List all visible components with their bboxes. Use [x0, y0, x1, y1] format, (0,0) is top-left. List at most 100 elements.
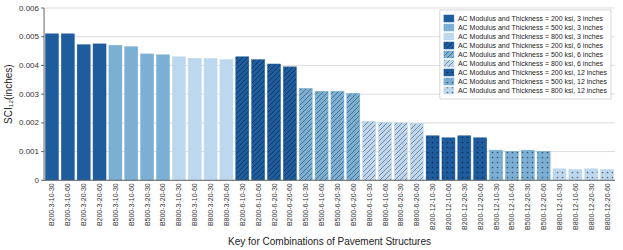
x-tick-label: B800-6-20-60	[413, 183, 420, 226]
x-tick-label: B200-6-10-30	[239, 183, 246, 226]
x-tick-label: B800-6-10-30	[366, 183, 373, 226]
bar	[204, 59, 217, 181]
x-tick-label: B200-12-10-60	[445, 183, 452, 230]
bar	[363, 121, 376, 180]
x-axis-line	[44, 180, 615, 181]
bar	[474, 138, 487, 180]
y-tick-label: 0.005	[19, 32, 40, 41]
bar	[141, 54, 154, 180]
bar	[315, 91, 328, 180]
bar	[553, 169, 566, 180]
bar	[156, 55, 169, 180]
x-tick-label: B500-6-10-60	[318, 183, 325, 226]
grid-line	[44, 8, 615, 9]
legend-frame	[440, 10, 611, 99]
x-tick-label: B800-3-10-60	[191, 183, 198, 226]
y-tick-label: 0.001	[19, 147, 40, 156]
bars	[45, 34, 613, 180]
x-tick-label: B200-6-20-60	[286, 183, 293, 226]
legend-swatch	[444, 15, 454, 22]
bar	[505, 151, 518, 180]
x-tick-label: B200-6-20-30	[271, 183, 278, 226]
grid-line	[44, 180, 615, 181]
legend-swatch	[444, 87, 454, 94]
bar	[268, 64, 281, 180]
legend-label: AC Modulus and Thickness = 500 ksi, 6 in…	[458, 51, 604, 58]
bar	[347, 93, 360, 180]
x-tick-label: B800-3-20-30	[207, 183, 214, 226]
bar	[45, 34, 58, 180]
bar	[521, 150, 534, 180]
legend-swatch	[444, 78, 454, 85]
bar	[426, 136, 439, 181]
y-tick-label: 0.003	[19, 90, 40, 99]
y-axis: 00.0010.0020.0030.0040.0050.006	[19, 4, 44, 185]
chart: 00.0010.0020.0030.0040.0050.006B200-3-10…	[0, 0, 623, 250]
x-tick-label: B800-12-10-60	[572, 183, 579, 230]
x-tick-label: B500-12-20-60	[540, 183, 547, 230]
bar	[569, 169, 582, 180]
y-tick-label: 0.006	[19, 4, 40, 13]
bar	[379, 122, 392, 180]
bar	[109, 45, 122, 180]
x-tick-label: B800-12-10-30	[556, 183, 563, 230]
bar	[537, 151, 550, 180]
x-tick-label: B500-6-10-30	[302, 183, 309, 226]
legend-label: AC Modulus and Thickness = 500 ksi, 3 in…	[458, 24, 604, 31]
bar	[601, 169, 614, 180]
bar	[331, 91, 344, 180]
x-tick-label: B500-6-20-30	[334, 183, 341, 226]
x-tick-label: B800-6-20-30	[397, 183, 404, 226]
y-axis-label: SCI₁₂(inches)	[4, 64, 15, 124]
legend-swatch	[444, 33, 454, 40]
bar	[252, 60, 265, 181]
bar	[61, 34, 74, 180]
y-tick-label: 0.002	[19, 118, 40, 127]
x-tick-label: B500-3-20-30	[144, 183, 151, 226]
x-tick-label: B200-3-10-60	[64, 183, 71, 226]
legend-label: AC Modulus and Thickness = 800 ksi, 3 in…	[458, 33, 604, 40]
x-tick-label: B800-12-20-30	[588, 183, 595, 230]
legend-label: AC Modulus and Thickness = 200 ksi, 3 in…	[458, 15, 604, 22]
bar	[172, 57, 185, 180]
bar	[458, 136, 471, 181]
bar	[236, 57, 249, 180]
x-tick-label: B800-6-10-60	[382, 183, 389, 226]
bar	[125, 47, 138, 181]
x-tick-label: B500-12-20-30	[524, 183, 531, 230]
x-tick-label: B500-3-10-60	[128, 183, 135, 226]
x-tick-label: B200-12-10-30	[429, 183, 436, 230]
legend: AC Modulus and Thickness = 200 ksi, 3 in…	[440, 10, 611, 99]
bar	[188, 58, 201, 180]
x-tick-label: B500-6-20-60	[350, 183, 357, 226]
x-axis: B200-3-10-30B200-3-10-60B200-3-20-30B200…	[48, 183, 610, 230]
bar	[93, 44, 106, 180]
legend-label: AC Modulus and Thickness = 800 ksi, 6 in…	[458, 60, 604, 67]
x-tick-label: B800-12-20-60	[604, 183, 611, 230]
x-tick-label: B200-12-20-60	[477, 183, 484, 230]
x-tick-label: B800-3-20-60	[223, 183, 230, 226]
bar	[220, 60, 233, 181]
legend-swatch	[444, 24, 454, 31]
x-tick-label: B800-3-10-30	[175, 183, 182, 226]
legend-label: AC Modulus and Thickness = 500 ksi, 12 i…	[458, 78, 608, 85]
legend-swatch	[444, 51, 454, 58]
legend-swatch	[444, 42, 454, 49]
legend-label: AC Modulus and Thickness = 200 ksi, 12 i…	[458, 69, 608, 76]
bar	[283, 67, 296, 180]
legend-label: AC Modulus and Thickness = 200 ksi, 6 in…	[458, 42, 604, 49]
bar	[410, 123, 423, 180]
x-tick-label: B200-6-10-60	[255, 183, 262, 226]
x-tick-label: B500-12-10-30	[493, 183, 500, 230]
x-tick-label: B500-3-20-60	[159, 183, 166, 226]
bar	[299, 88, 312, 180]
x-axis-label: Key for Combinations of Pavement Structu…	[228, 236, 431, 247]
grid	[44, 8, 615, 180]
legend-swatch	[444, 69, 454, 76]
bar	[394, 123, 407, 180]
bar	[490, 150, 503, 180]
y-tick-label: 0.004	[19, 61, 40, 70]
bar	[442, 138, 455, 180]
y-axis-line	[44, 8, 45, 180]
x-tick-label: B200-3-20-30	[80, 183, 87, 226]
